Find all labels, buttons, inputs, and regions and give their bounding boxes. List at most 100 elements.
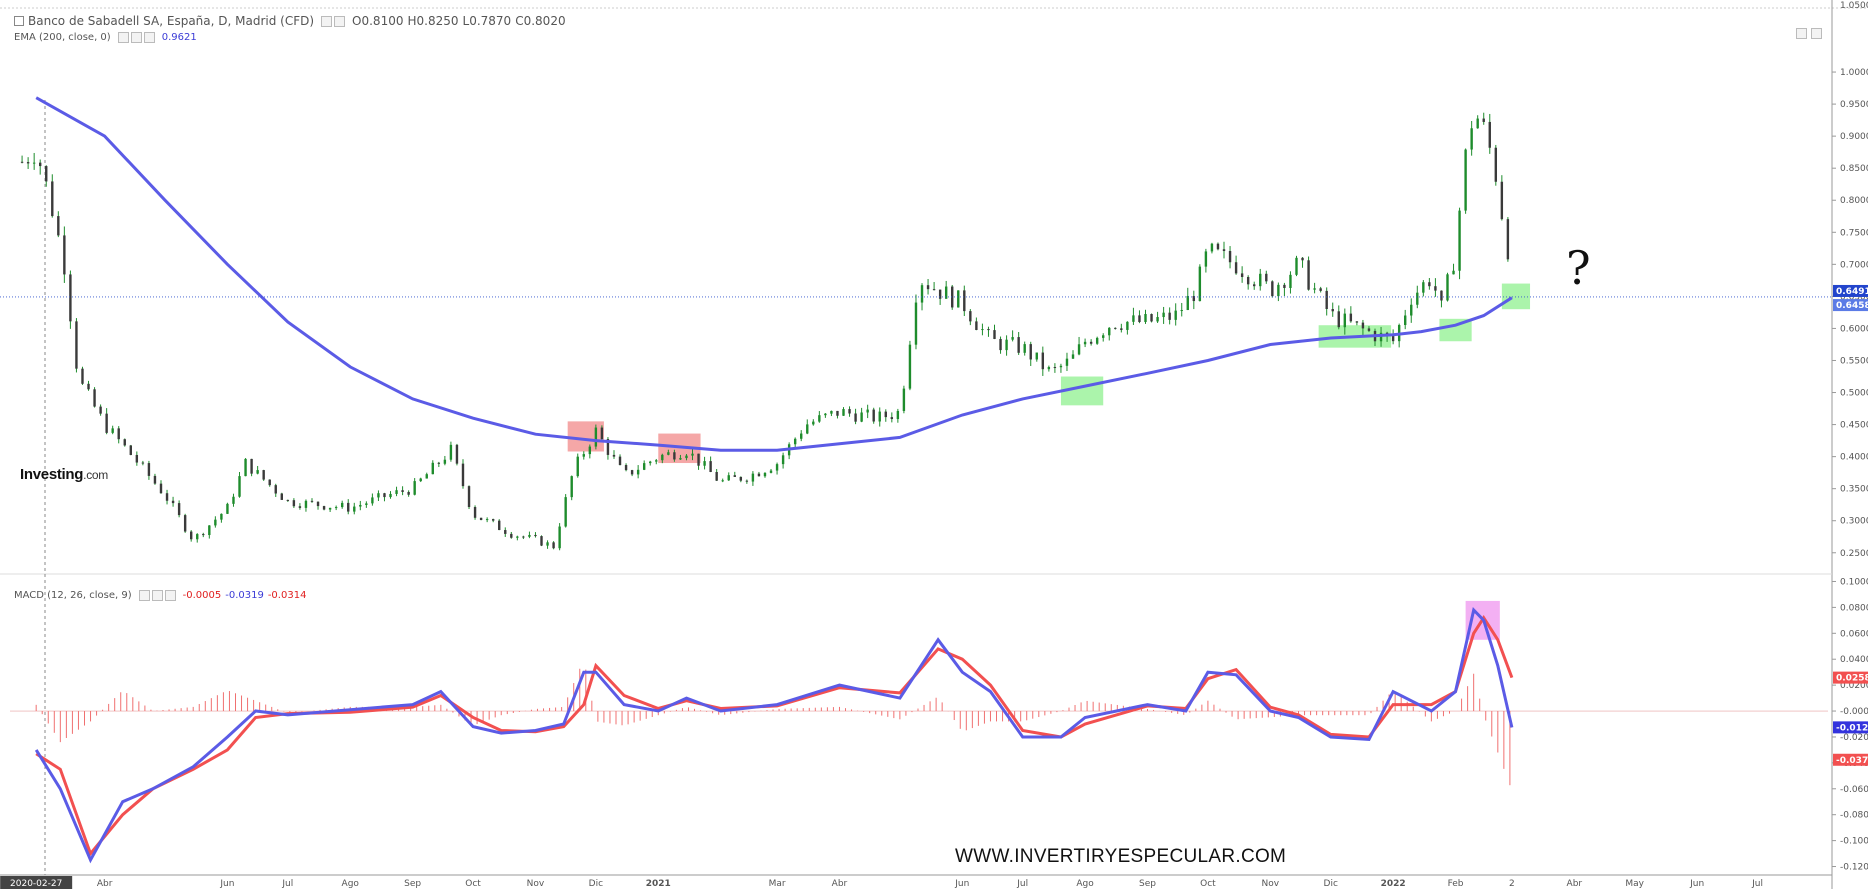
candle-body bbox=[69, 274, 72, 322]
question-annotation: ? bbox=[1566, 241, 1591, 295]
candle-body bbox=[147, 463, 151, 476]
ema-settings-icons[interactable] bbox=[117, 32, 155, 43]
x-tick-label: Jun bbox=[219, 879, 234, 889]
candle-body bbox=[552, 542, 555, 549]
candle-body bbox=[999, 338, 1002, 351]
candle-body bbox=[510, 533, 513, 538]
candle-body bbox=[1277, 284, 1280, 297]
candle-body bbox=[775, 464, 779, 471]
macd-tick-label: 0.0200 bbox=[1840, 681, 1868, 691]
candle-body bbox=[926, 285, 930, 290]
candle-body bbox=[1283, 284, 1286, 288]
candle-body bbox=[769, 470, 773, 473]
macd-label: MACD (12, 26, close, 9) bbox=[14, 590, 132, 601]
candle-body bbox=[401, 490, 404, 492]
x-tick-label: 2022 bbox=[1381, 879, 1406, 889]
candle-body bbox=[830, 410, 833, 414]
candle-body bbox=[1494, 147, 1498, 182]
candle-body bbox=[443, 459, 447, 464]
candle-body bbox=[528, 534, 531, 537]
candle-body bbox=[781, 455, 785, 465]
ema-legend: EMA (200, close, 0) 0.9621 bbox=[14, 32, 197, 43]
candle-body bbox=[806, 424, 809, 434]
macd-line-value: -0.0319 bbox=[225, 590, 264, 601]
candle-body bbox=[250, 458, 253, 474]
candle-body bbox=[751, 473, 755, 482]
x-tick-label: Dic bbox=[1324, 879, 1338, 889]
x-tick-label: Oct bbox=[465, 879, 481, 889]
candle-body bbox=[1126, 321, 1129, 330]
candle-body bbox=[890, 417, 894, 420]
candle-body bbox=[389, 493, 392, 498]
candle-body bbox=[618, 456, 622, 466]
x-tick-label: Dic bbox=[589, 879, 603, 889]
price-label-bg bbox=[1833, 284, 1868, 297]
candle-body bbox=[371, 497, 374, 504]
collapse-icon[interactable] bbox=[14, 16, 24, 26]
candle-body bbox=[1234, 262, 1238, 274]
candle-body bbox=[1313, 288, 1316, 290]
candle-body bbox=[280, 493, 283, 500]
candle-body bbox=[987, 329, 990, 331]
candle-body bbox=[1464, 149, 1467, 211]
candle-body bbox=[395, 490, 398, 494]
macd-line bbox=[34, 606, 1514, 864]
candle-body bbox=[353, 506, 356, 512]
candle-body bbox=[359, 504, 362, 507]
green-zone-box bbox=[1439, 318, 1472, 342]
symbol-title: Banco de Sabadell SA, España, D, Madrid … bbox=[28, 14, 315, 28]
candle-body bbox=[1355, 321, 1359, 323]
candle-body bbox=[1041, 352, 1045, 370]
macd-signal-value: -0.0314 bbox=[267, 590, 307, 601]
candle-body bbox=[1222, 249, 1226, 252]
candle-body bbox=[1156, 317, 1159, 322]
candle-body bbox=[1065, 358, 1069, 366]
symbol-legend: Banco de Sabadell SA, España, D, Madrid … bbox=[14, 14, 566, 28]
candle-body bbox=[1035, 352, 1038, 360]
candle-body bbox=[685, 455, 688, 459]
candle-body bbox=[117, 428, 120, 440]
legend-settings-icons[interactable] bbox=[321, 15, 346, 27]
candle-body bbox=[1404, 315, 1407, 326]
candle-body bbox=[340, 502, 344, 508]
candle-body bbox=[661, 454, 664, 461]
candle-body bbox=[932, 289, 936, 291]
candle-body bbox=[691, 453, 694, 456]
candle-body bbox=[848, 409, 851, 414]
macd-value-label-bg bbox=[1833, 671, 1868, 684]
macd-value-label: 0.0258 bbox=[1836, 674, 1868, 684]
macd-settings-icons[interactable] bbox=[138, 590, 176, 601]
candle-body bbox=[570, 476, 573, 498]
pane-controls[interactable] bbox=[1796, 28, 1822, 39]
candle-body bbox=[1174, 310, 1177, 320]
candle-body bbox=[679, 458, 682, 460]
candle-body bbox=[57, 216, 60, 236]
candle-body bbox=[1029, 344, 1032, 360]
candle-body bbox=[1361, 322, 1365, 329]
candle-body bbox=[757, 473, 761, 477]
candle-body bbox=[1410, 304, 1413, 316]
candle-body bbox=[238, 476, 241, 497]
candle-body bbox=[220, 513, 223, 520]
candle-body bbox=[268, 479, 271, 486]
candle-body bbox=[1168, 312, 1171, 320]
candle-body bbox=[105, 413, 108, 433]
candle-body bbox=[920, 285, 924, 303]
candle-body bbox=[1023, 344, 1026, 353]
candle-body bbox=[232, 496, 235, 504]
candle-body bbox=[431, 462, 434, 475]
x-tick-label: Abr bbox=[832, 879, 848, 889]
candle-body bbox=[1343, 313, 1347, 328]
candle-body bbox=[836, 410, 839, 416]
